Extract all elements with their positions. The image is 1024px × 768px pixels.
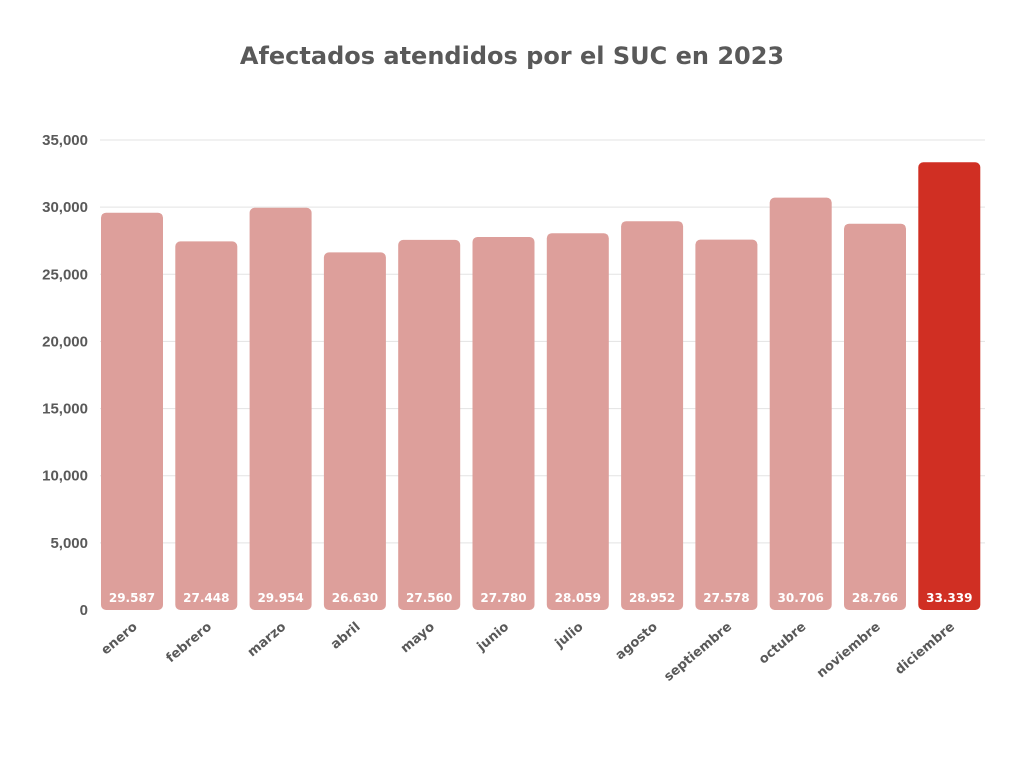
x-tick-label: noviembre: [814, 619, 884, 681]
x-tick-label: septiembre: [661, 619, 735, 684]
x-tick-label: abril: [328, 620, 363, 653]
x-tick-label: diciembre: [892, 619, 958, 677]
data-label: 26.630: [332, 591, 378, 605]
bar-diciembre: [918, 162, 981, 610]
bars: [101, 162, 981, 611]
data-label: 27.560: [406, 591, 452, 605]
bar-enero: [101, 212, 163, 611]
bar-julio: [546, 233, 609, 611]
bar-junio: [472, 236, 535, 610]
bar-septiembre: [695, 239, 758, 610]
data-label: 28.059: [555, 591, 601, 605]
bar-mayo: [398, 239, 461, 610]
x-axis-labels: enero febrero marzo abril mayo junio julio agos…: [99, 619, 958, 684]
y-tick-label: 10,000: [42, 468, 88, 485]
y-tick-label: 15,000: [42, 401, 88, 418]
chart-title: Afectados atendidos por el SUC en 2023: [239, 42, 785, 70]
data-label: 33.339: [926, 591, 972, 605]
x-tick-label: enero: [99, 620, 141, 659]
data-label: 27.578: [703, 591, 749, 605]
x-tick-label: junio: [474, 620, 512, 656]
y-tick-label: 5,000: [50, 535, 88, 552]
y-tick-label: 30,000: [42, 199, 88, 216]
x-tick-label: agosto: [613, 620, 661, 664]
y-axis-ticks: 0 5,000 10,000 15,000 20,000 25,000 30,000 35,0…: [42, 132, 88, 619]
data-label: 29.954: [257, 591, 303, 605]
gridlines: [100, 139, 985, 544]
bar-marzo: [249, 207, 312, 611]
x-tick-label: marzo: [245, 620, 289, 661]
data-label: 27.780: [480, 591, 526, 605]
data-label: 27.448: [183, 591, 229, 605]
bar-noviembre: [844, 223, 906, 610]
data-label: 30.706: [778, 591, 824, 605]
x-tick-label: febrero: [164, 620, 215, 666]
y-tick-label: 25,000: [42, 266, 88, 283]
x-tick-label: julio: [552, 620, 587, 652]
bar-abril: [323, 252, 386, 610]
y-tick-label: 20,000: [42, 333, 88, 350]
data-label: 29.587: [109, 591, 155, 605]
data-label: 28.952: [629, 591, 675, 605]
bar-octubre: [769, 197, 832, 610]
bar-febrero: [175, 241, 238, 610]
data-labels: 29.587 27.448 29.954 26.630 27.560 27.780 28.0…: [109, 591, 973, 605]
x-tick-label: mayo: [398, 620, 438, 657]
x-tick-label: octubre: [756, 619, 809, 667]
y-tick-label: 0: [80, 602, 88, 619]
data-label: 28.766: [852, 591, 898, 605]
bar-agosto: [621, 221, 684, 610]
y-tick-label: 35,000: [42, 132, 88, 149]
